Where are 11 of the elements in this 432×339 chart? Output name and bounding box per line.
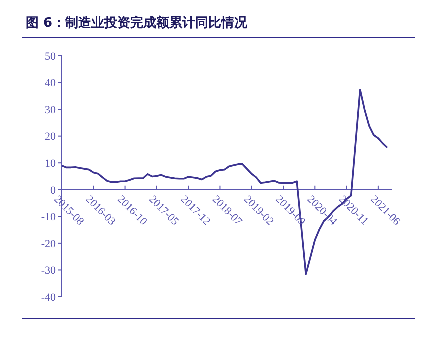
y-tick-label: 40 <box>45 78 56 90</box>
y-tick-label: 10 <box>45 158 56 170</box>
y-tick-label: -30 <box>41 265 56 278</box>
chart-title: 图 6：制造业投资完成额累计同比情况 <box>26 14 248 32</box>
y-tick-label: -40 <box>41 292 56 304</box>
y-tick-label: 50 <box>45 50 56 63</box>
y-tick-label: -10 <box>41 212 56 224</box>
y-tick-label: -20 <box>41 238 56 250</box>
y-tick-label: 30 <box>45 104 56 116</box>
y-tick-label: 20 <box>45 131 56 144</box>
y-tick-label: 0 <box>50 184 56 197</box>
